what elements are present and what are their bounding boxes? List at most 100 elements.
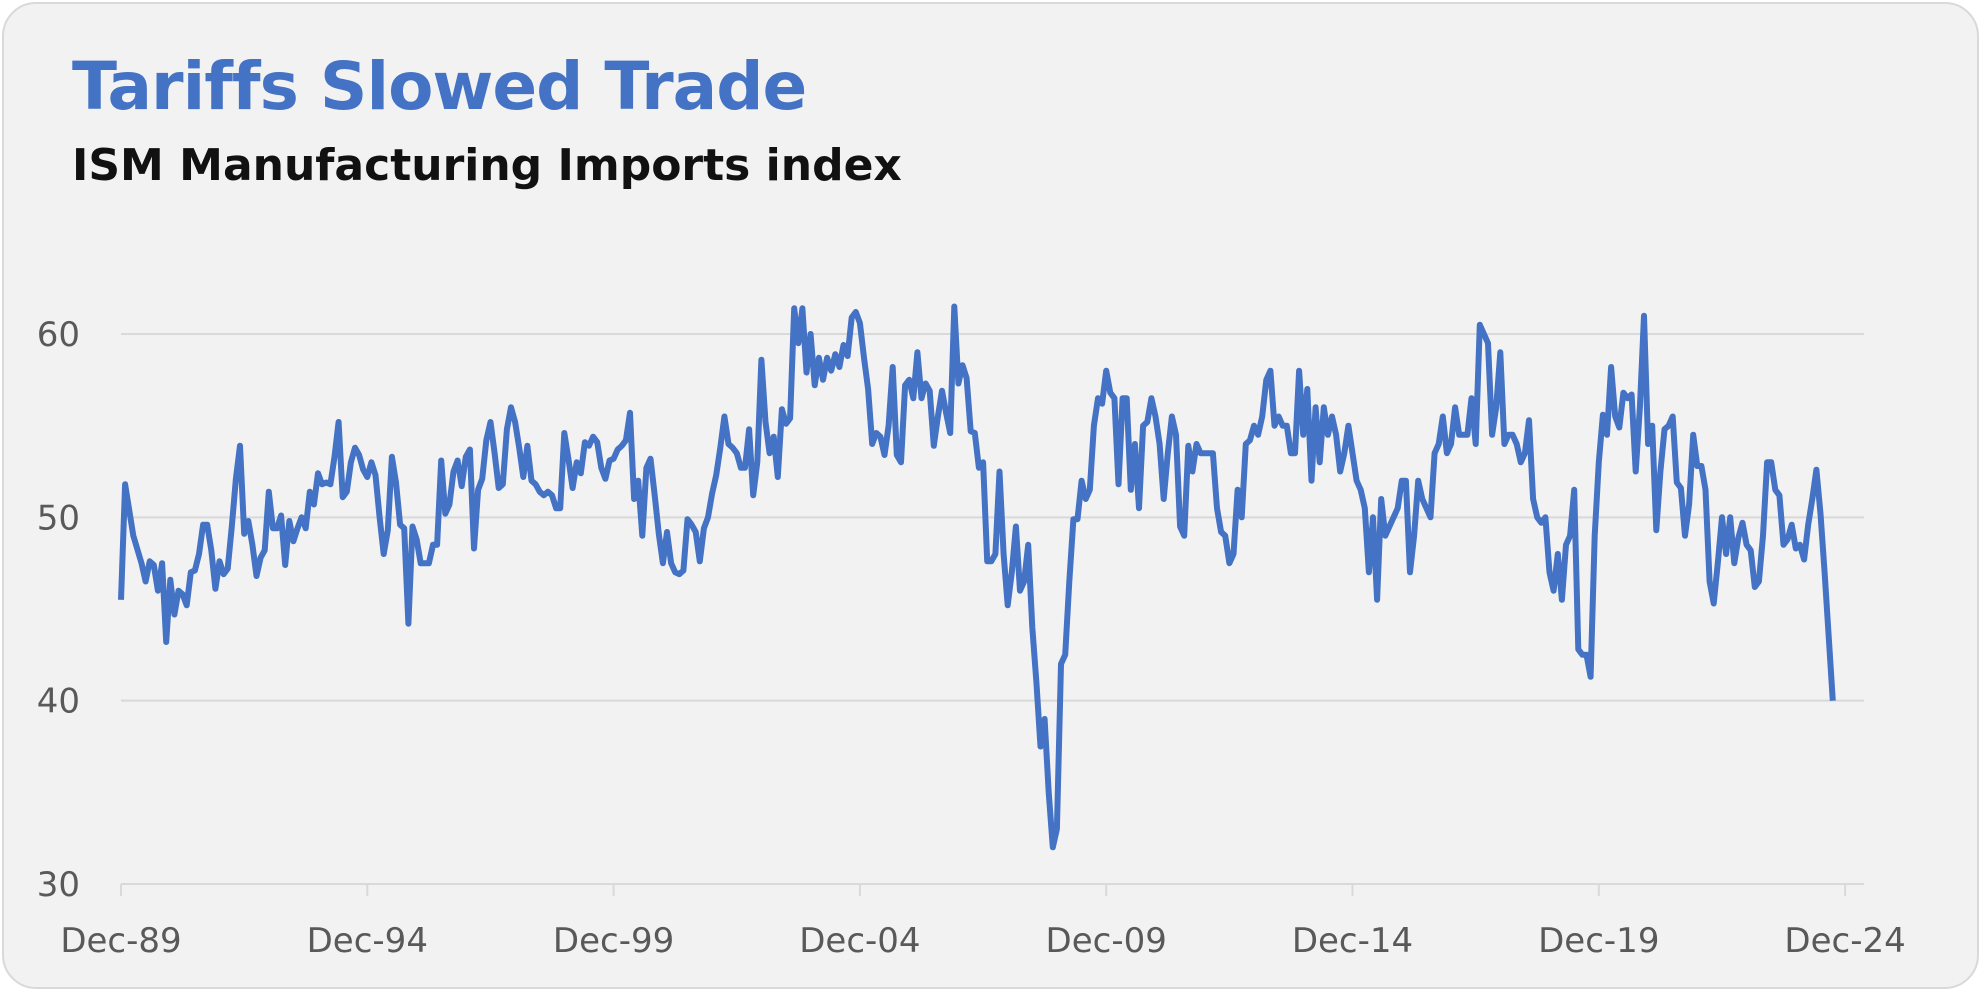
data-point [1412,534,1416,538]
data-point [1034,680,1038,684]
data-point [1059,662,1063,666]
data-point [406,622,410,626]
data-point [1613,415,1617,419]
data-point [1486,341,1490,345]
data-point [681,569,685,573]
data-point [1827,635,1831,639]
x-tick-label: Dec-94 [307,921,428,961]
data-point [1782,543,1786,547]
data-point [1806,523,1810,527]
data-point [209,548,213,552]
data-point [579,471,583,475]
data-point [337,420,341,424]
data-point [735,451,739,455]
data-point [1371,515,1375,519]
data-point [1396,506,1400,510]
data-point [1018,589,1022,593]
data-point [1076,517,1080,521]
data-point [952,305,956,309]
data-point [1051,845,1055,849]
data-point [1638,405,1642,409]
data-point [1071,517,1075,521]
data-point [1080,479,1084,483]
data-point [185,603,189,607]
data-point [468,448,472,452]
data-point [1695,464,1699,468]
data-point [1699,464,1703,468]
data-point [911,396,915,400]
data-point [394,481,398,485]
data-point [489,420,493,424]
data-point [887,424,891,428]
data-point [378,515,382,519]
data-point [1609,365,1613,369]
data-point [1199,451,1203,455]
data-point [1404,479,1408,483]
data-point [1507,433,1511,437]
data-point [1383,534,1387,538]
data-point [1601,413,1605,417]
data-point [690,523,694,527]
data-point [1453,405,1457,409]
data-point [562,431,566,435]
data-point [365,475,369,479]
data-point [1289,451,1293,455]
series-line-imports-index [118,303,1836,851]
data-point [1519,460,1523,464]
data-point [234,477,238,481]
x-tick-label: Dec-14 [1292,921,1413,961]
data-point [973,431,977,435]
data-point [1363,506,1367,510]
data-point [587,444,591,448]
data-point [1445,451,1449,455]
data-point [936,415,940,419]
data-point [427,561,431,565]
data-point [1026,543,1030,547]
data-point [349,460,353,464]
data-point [1572,488,1576,492]
data-point [1420,497,1424,501]
data-point [1314,405,1318,409]
data-point [739,466,743,470]
data-point [1387,525,1391,529]
data-point [1244,442,1248,446]
data-point [1293,451,1297,455]
data-point [1773,488,1777,492]
data-point [476,488,480,492]
data-point [1429,515,1433,519]
data-point [505,427,509,431]
data-point [1741,521,1745,525]
data-point [1022,580,1026,584]
data-point [878,435,882,439]
data-point [640,534,644,538]
data-point [1585,653,1589,657]
data-point [944,411,948,415]
data-point [497,486,501,490]
data-point [710,492,714,496]
data-point [1548,570,1552,574]
data-point [308,490,312,494]
data-point [1494,405,1498,409]
data-point [759,358,763,362]
data-point [1433,451,1437,455]
data-point [1465,433,1469,437]
data-point [694,530,698,534]
data-point [1539,521,1543,525]
data-point [1437,442,1441,446]
data-point [1236,488,1240,492]
data-point [727,442,731,446]
data-point [1560,598,1564,602]
data-point [821,378,825,382]
data-point [1190,470,1194,474]
data-point [148,559,152,563]
data-point [566,457,570,461]
data-point [1757,580,1761,584]
data-point [677,572,681,576]
data-point [1117,482,1121,486]
data-point [1777,493,1781,497]
y-tick-label: 40 [37,682,80,722]
data-point [1679,486,1683,490]
data-point [283,563,287,567]
data-point [1523,451,1527,455]
data-point [558,506,562,510]
